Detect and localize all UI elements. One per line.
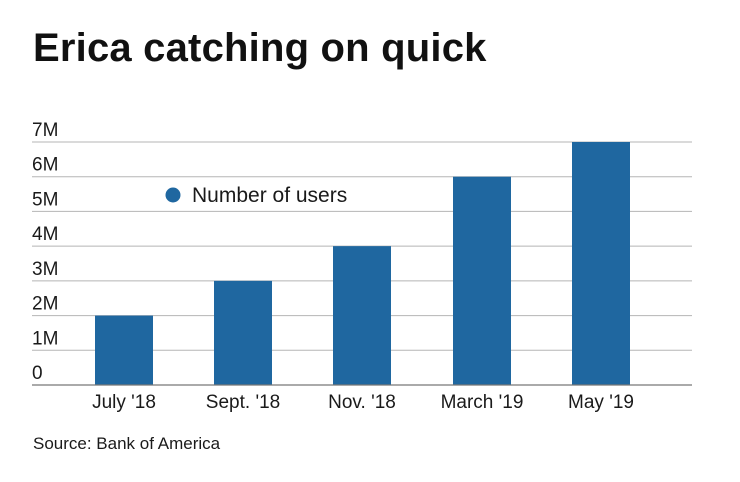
bar: [572, 142, 630, 385]
y-tick-label: 0: [32, 363, 43, 384]
legend-label: Number of users: [192, 184, 347, 207]
y-tick-label: 6M: [32, 155, 58, 176]
y-tick-label: 5M: [32, 189, 58, 210]
y-tick-label: 1M: [32, 328, 58, 349]
chart-title: Erica catching on quick: [33, 26, 487, 70]
x-tick-label: May '19: [568, 392, 634, 413]
x-tick-label: July '18: [92, 392, 156, 413]
x-tick-label: Nov. '18: [328, 392, 396, 413]
y-tick-label: 7M: [32, 120, 58, 141]
y-tick-label: 4M: [32, 224, 58, 245]
bar: [214, 280, 272, 385]
bar: [453, 176, 511, 385]
y-tick-label: 3M: [32, 259, 58, 280]
y-tick-label: 2M: [32, 294, 58, 315]
x-tick-label: Sept. '18: [206, 392, 280, 413]
legend-marker: [165, 187, 181, 203]
bar: [95, 315, 153, 385]
bar: [333, 246, 391, 385]
source-note: Source: Bank of America: [33, 434, 221, 453]
x-tick-label: March '19: [441, 392, 524, 413]
